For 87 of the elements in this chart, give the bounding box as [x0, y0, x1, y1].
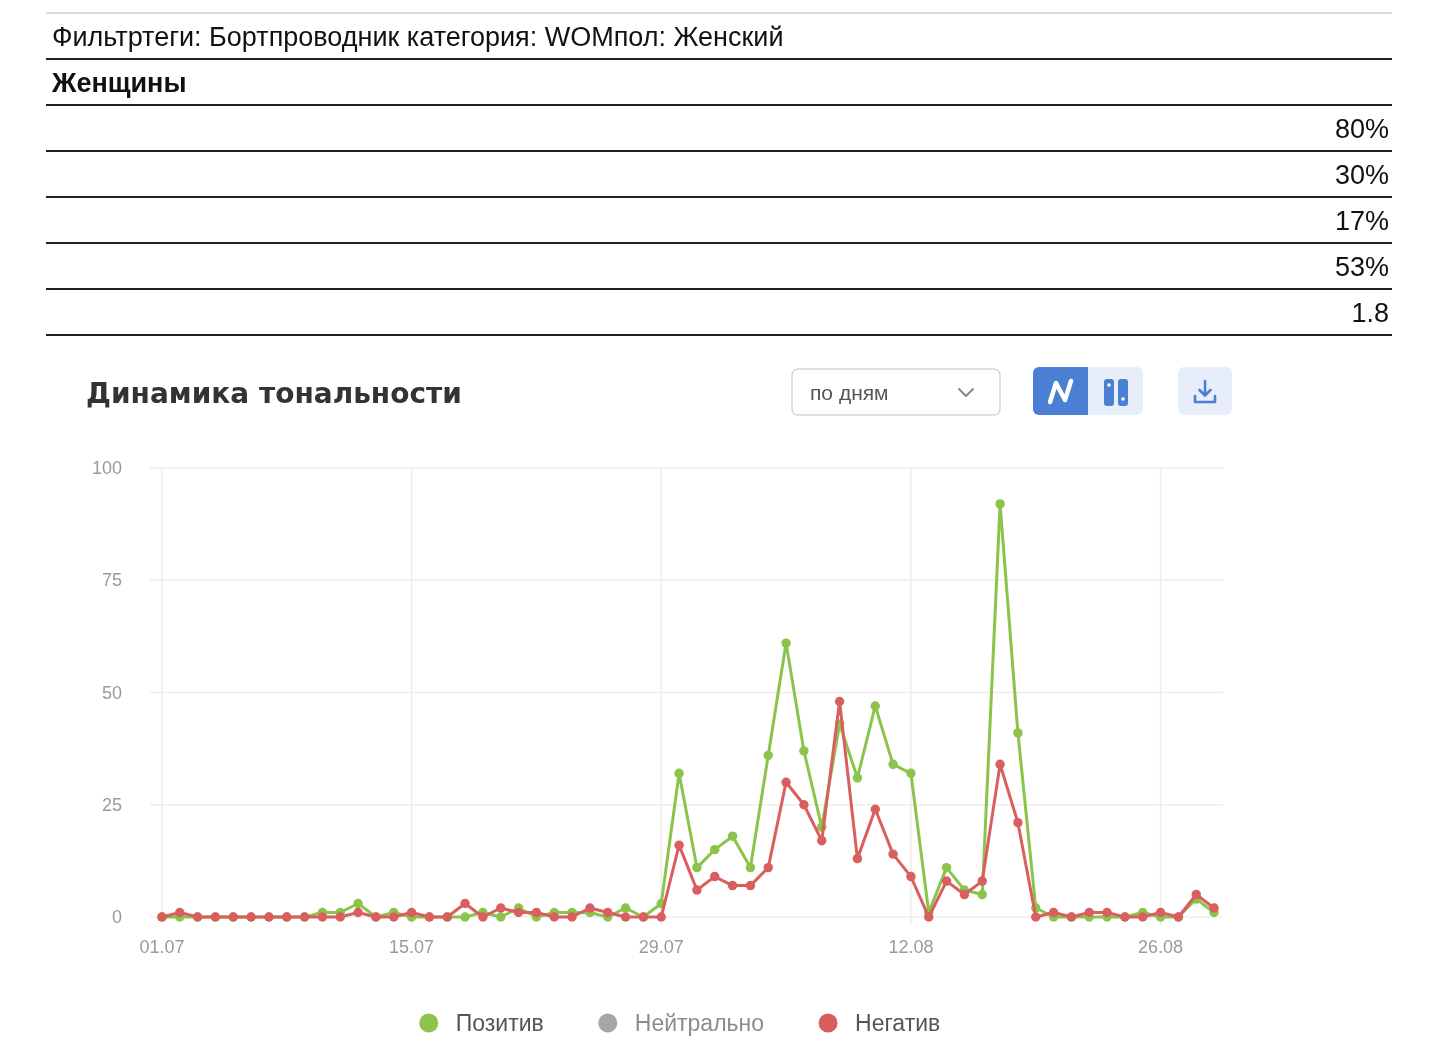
- point: [995, 499, 1005, 509]
- point: [620, 912, 631, 922]
- text: 80%: [1334, 114, 1389, 144]
- point: [353, 898, 363, 909]
- point: [1155, 907, 1166, 918]
- point: [941, 876, 952, 886]
- legend-label: Негатив: [855, 1010, 941, 1036]
- point: [1102, 907, 1112, 918]
- point: [763, 862, 773, 873]
- point: [603, 907, 613, 918]
- point: [710, 844, 720, 855]
- y-tick-label: 25: [101, 794, 122, 815]
- point: [888, 849, 898, 859]
- point: [1191, 889, 1201, 900]
- point: [834, 696, 845, 707]
- point: [1084, 907, 1094, 918]
- point: [317, 912, 328, 922]
- point: [799, 746, 809, 756]
- y-tick-label: 0: [111, 907, 122, 927]
- point: [1048, 907, 1059, 918]
- point: [585, 903, 595, 913]
- point: [549, 912, 559, 922]
- point: [335, 912, 345, 922]
- point: [852, 773, 863, 783]
- legend-label: Позитив: [455, 1010, 544, 1036]
- point: [763, 750, 773, 761]
- point: [674, 840, 684, 850]
- point: [406, 907, 417, 918]
- point: [995, 759, 1005, 770]
- point: [977, 876, 987, 886]
- point: [799, 800, 809, 810]
- text: 30%: [1334, 160, 1389, 190]
- point: [924, 912, 934, 922]
- point: [692, 862, 702, 873]
- point: [567, 912, 577, 922]
- point: [496, 903, 506, 913]
- point: [1209, 903, 1219, 913]
- x-tick-label: 15.07: [389, 937, 435, 957]
- chart-title: Динамика тональности: [86, 377, 462, 410]
- point: [620, 903, 631, 913]
- point: [460, 912, 470, 922]
- point: [710, 871, 720, 882]
- point: [674, 768, 684, 779]
- text: 53%: [1334, 252, 1389, 282]
- point: [1013, 728, 1023, 738]
- x-tick-label: 26.08: [1138, 937, 1184, 957]
- point: [1013, 818, 1023, 828]
- point: [745, 880, 756, 891]
- text: Фильтртеги: Бортпроводник категория: WOMпол: Женский: [52, 22, 784, 52]
- point: [460, 898, 470, 909]
- text: 17%: [1334, 206, 1389, 236]
- x-tick-label: 01.07: [139, 937, 185, 957]
- y-tick-label: 100: [91, 458, 122, 478]
- point: [888, 759, 898, 770]
- point: [941, 862, 952, 873]
- point: [817, 835, 827, 846]
- text: Женщины: [51, 68, 187, 98]
- point: [1138, 912, 1148, 922]
- point: [353, 907, 363, 918]
- point: [513, 907, 524, 918]
- x-tick-label: 12.08: [888, 937, 934, 957]
- point: [906, 871, 916, 882]
- point: [389, 912, 399, 922]
- point: [727, 880, 738, 891]
- point: [977, 889, 987, 900]
- x-tick-label: 29.07: [638, 937, 684, 957]
- y-tick-label: 50: [101, 682, 122, 703]
- text: по дням: [810, 381, 889, 404]
- point: [656, 912, 666, 922]
- legend-label: Нейтрально: [634, 1010, 765, 1036]
- text: 1.8: [1351, 298, 1389, 328]
- point: [692, 885, 702, 895]
- point: [1031, 912, 1041, 922]
- y-tick-label: 75: [101, 570, 122, 591]
- point: [478, 912, 488, 922]
- point: [781, 638, 791, 648]
- point: [870, 701, 880, 711]
- point: [959, 889, 970, 900]
- point: [870, 804, 880, 814]
- point: [745, 862, 756, 873]
- point: [906, 768, 916, 779]
- point: [852, 853, 863, 864]
- point: [727, 831, 738, 841]
- point: [175, 907, 185, 918]
- point: [781, 777, 791, 788]
- point: [496, 912, 506, 922]
- point: [531, 907, 542, 918]
